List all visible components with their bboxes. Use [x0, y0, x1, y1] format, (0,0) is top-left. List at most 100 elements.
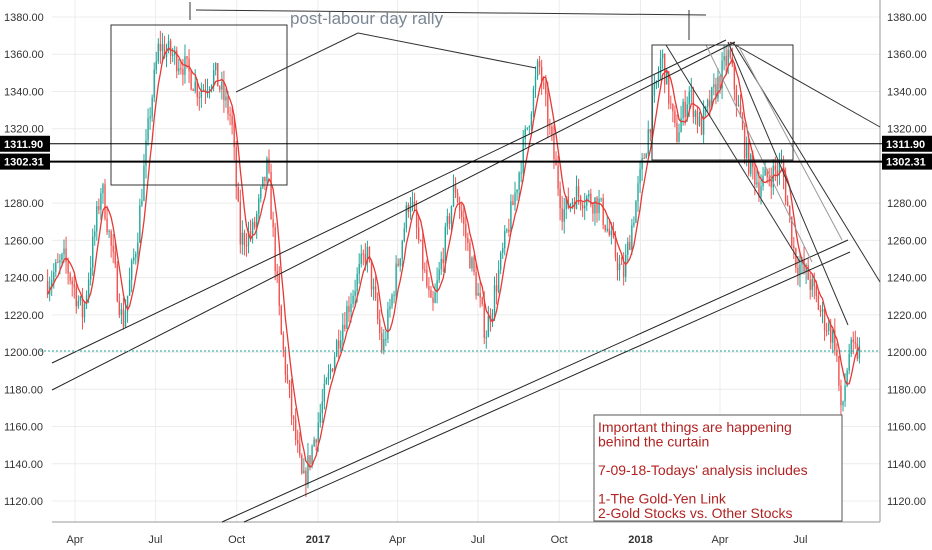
candle-body [840, 385, 842, 406]
candle-body [581, 205, 584, 209]
fan-line-1 [729, 41, 881, 128]
candle-body [253, 221, 256, 228]
candle-body [165, 50, 168, 58]
candle-body [301, 455, 303, 474]
candle-body [87, 279, 90, 296]
candle-body [547, 94, 549, 127]
candle-body [727, 49, 729, 66]
candle-body [534, 76, 537, 89]
candle-body [639, 169, 641, 184]
candle-body [479, 292, 481, 298]
candle-body [629, 242, 631, 251]
candle-body [77, 300, 80, 307]
candle-body [709, 100, 711, 109]
candles [46, 30, 861, 497]
x-tick-label: Jul [793, 534, 807, 546]
candle-body [678, 132, 680, 142]
candle-body [440, 258, 442, 270]
candle-body [100, 193, 102, 210]
candle-body [483, 304, 485, 338]
candle-body [756, 182, 758, 185]
highlight-box-2018 [651, 44, 794, 161]
candle-body [571, 202, 574, 205]
candle-body [805, 265, 807, 272]
candle-body [842, 401, 844, 406]
candle-body [448, 216, 451, 224]
note-line: behind the curtain [598, 433, 709, 449]
candle-body [114, 251, 116, 265]
candle-body [801, 259, 803, 265]
candle-body [102, 184, 104, 194]
candle-body [516, 189, 518, 193]
candle-body [243, 232, 246, 246]
candle-body [745, 144, 748, 159]
candle-body [450, 205, 453, 224]
candle-body [778, 162, 781, 175]
candle-body [838, 355, 840, 386]
candle-body [717, 76, 719, 99]
candle-body [686, 104, 688, 118]
candle-body [174, 50, 176, 56]
candle-body [229, 113, 231, 116]
candle-body [452, 185, 455, 206]
candle-body [657, 73, 660, 82]
candle-body [536, 61, 539, 77]
y-tick-label: 1280.00 [887, 198, 927, 210]
candle-body [760, 186, 762, 197]
candle-body [381, 333, 383, 351]
candle-body [528, 126, 531, 128]
level-label-right: 1302.31 [886, 157, 926, 169]
candle-body [499, 252, 502, 270]
candle-body [122, 309, 125, 327]
candle-body [245, 245, 248, 247]
candle-body [258, 198, 260, 214]
candle-body [493, 285, 496, 313]
candle-body [766, 169, 768, 178]
x-tick-label: Apr [711, 534, 728, 546]
candle-body [821, 308, 824, 312]
candle-body [608, 228, 611, 236]
candle-body [383, 339, 385, 351]
y-tick-label: 1240.00 [4, 273, 44, 285]
candle-body [754, 167, 756, 185]
candle-body [432, 297, 434, 303]
fan-line-6 [737, 44, 843, 241]
note-line: 2-Gold Stocks vs. Other Stocks [598, 505, 793, 521]
candle-body [551, 126, 553, 135]
candle-body [850, 339, 852, 354]
candle-body [522, 138, 524, 173]
candle-body [274, 227, 276, 271]
candle-body [352, 295, 354, 304]
candle-body [731, 57, 734, 65]
level-label-right: 1311.90 [886, 139, 925, 151]
candle-body [223, 81, 225, 101]
y-tick-label: 1140.00 [4, 459, 43, 471]
candle-body [397, 263, 399, 266]
rally-pointer-left [235, 32, 359, 93]
candle-body [659, 58, 662, 74]
candle-body [389, 306, 391, 310]
level-label-bg-right [882, 153, 932, 170]
candle-body [104, 184, 106, 219]
fan-line-5 [705, 44, 813, 263]
candle-body [764, 169, 766, 176]
candle-body [227, 96, 229, 114]
candle-body [379, 319, 381, 334]
candle-body [688, 91, 690, 105]
candle-body [108, 231, 110, 233]
candle-body [153, 69, 155, 98]
candle-body [63, 248, 65, 255]
candle-body [249, 231, 252, 235]
candle-body [616, 257, 619, 271]
candle-body [510, 201, 512, 233]
candle-body [247, 231, 250, 247]
x-tick-label: 2018 [628, 534, 652, 546]
candle-body [497, 269, 500, 292]
y-tick-label: 1220.00 [4, 310, 44, 322]
fan-line-3 [727, 41, 849, 326]
candle-body [73, 284, 75, 288]
candle-body [461, 210, 463, 218]
candle-body [827, 324, 830, 331]
candle-body [844, 385, 846, 402]
candle-body [641, 157, 643, 170]
